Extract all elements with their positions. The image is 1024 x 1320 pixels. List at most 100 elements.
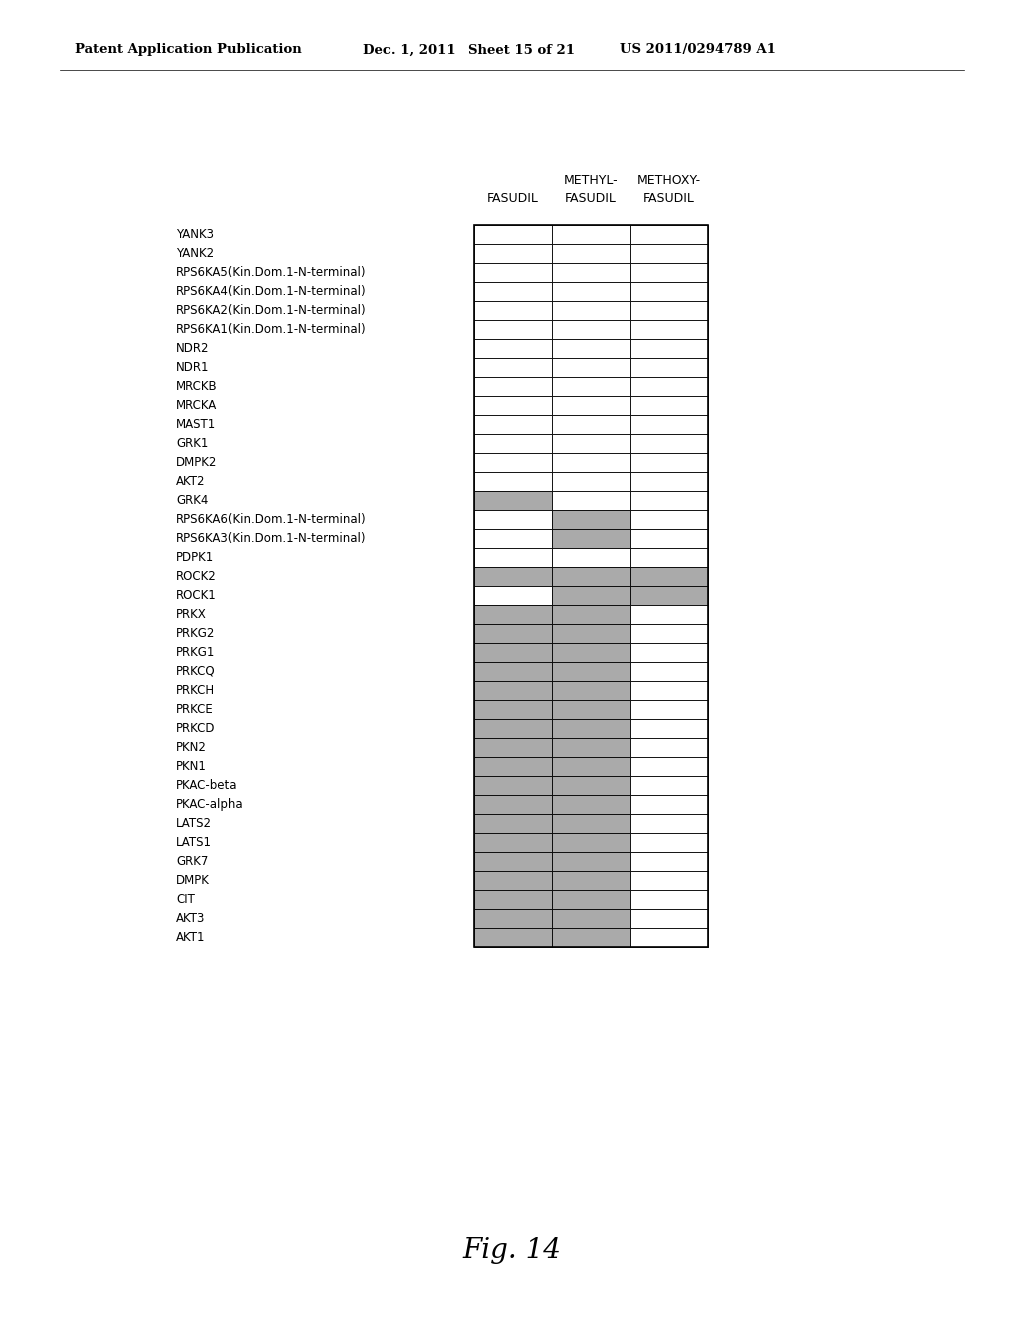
Bar [474,700,552,719]
Bar [474,358,552,378]
Bar [552,529,630,548]
Text: GRK4: GRK4 [176,494,208,507]
Text: AKT2: AKT2 [176,475,206,488]
Bar [474,833,552,851]
Bar [552,263,630,282]
Bar [552,851,630,871]
Bar [474,738,552,756]
Bar [552,453,630,473]
Bar [552,719,630,738]
Bar [474,568,552,586]
Bar [552,643,630,663]
Text: DMPK: DMPK [176,874,210,887]
Bar [552,738,630,756]
Bar [474,643,552,663]
Text: MRCKB: MRCKB [176,380,218,393]
Bar [474,510,552,529]
Bar [474,719,552,738]
Bar [630,282,708,301]
Text: METHOXY-: METHOXY- [637,173,701,186]
Text: FASUDIL: FASUDIL [643,191,695,205]
Text: YANK3: YANK3 [176,228,214,242]
Bar [552,756,630,776]
Bar [630,224,708,244]
Text: PRKG2: PRKG2 [176,627,215,640]
Bar [552,814,630,833]
Text: GRK1: GRK1 [176,437,208,450]
Text: PRKCH: PRKCH [176,684,215,697]
Text: PKN1: PKN1 [176,760,207,774]
Bar [630,510,708,529]
Text: Dec. 1, 2011: Dec. 1, 2011 [362,44,456,57]
Bar [552,624,630,643]
Bar [630,473,708,491]
Text: Patent Application Publication: Patent Application Publication [75,44,302,57]
Bar [630,378,708,396]
Bar [630,358,708,378]
Text: LATS2: LATS2 [176,817,212,830]
Bar [474,378,552,396]
Text: ROCK2: ROCK2 [176,570,217,583]
Bar [552,795,630,814]
Bar [552,319,630,339]
Text: MAST1: MAST1 [176,418,216,432]
Bar [630,529,708,548]
Bar [474,586,552,605]
Bar [552,339,630,358]
Text: NDR1: NDR1 [176,360,210,374]
Bar [552,871,630,890]
Text: LATS1: LATS1 [176,836,212,849]
Bar [552,434,630,453]
Bar [474,851,552,871]
Bar [552,491,630,510]
Bar [474,224,708,946]
Bar [474,529,552,548]
Text: PKAC-alpha: PKAC-alpha [176,799,244,810]
Bar [630,795,708,814]
Bar [474,756,552,776]
Bar [552,244,630,263]
Bar [552,510,630,529]
Bar [474,453,552,473]
Bar [552,928,630,946]
Bar [630,890,708,909]
Bar [552,396,630,414]
Bar [552,909,630,928]
Bar [474,909,552,928]
Bar [552,586,630,605]
Text: PRKCQ: PRKCQ [176,665,216,678]
Bar [474,263,552,282]
Bar [474,548,552,568]
Bar [630,339,708,358]
Bar [552,378,630,396]
Bar [552,224,630,244]
Bar [474,396,552,414]
Text: PKN2: PKN2 [176,741,207,754]
Bar [552,301,630,319]
Bar [552,473,630,491]
Bar [630,681,708,700]
Text: PRKCE: PRKCE [176,704,214,715]
Bar [630,643,708,663]
Text: AKT3: AKT3 [176,912,206,925]
Bar [630,909,708,928]
Text: AKT1: AKT1 [176,931,206,944]
Text: US 2011/0294789 A1: US 2011/0294789 A1 [620,44,776,57]
Bar [552,605,630,624]
Text: CIT: CIT [176,894,195,906]
Text: GRK7: GRK7 [176,855,208,869]
Bar [474,224,552,244]
Bar [630,928,708,946]
Bar [630,491,708,510]
Bar [630,319,708,339]
Text: Sheet 15 of 21: Sheet 15 of 21 [468,44,575,57]
Text: RPS6KA2(Kin.Dom.1-N-terminal): RPS6KA2(Kin.Dom.1-N-terminal) [176,304,367,317]
Text: NDR2: NDR2 [176,342,210,355]
Bar [630,700,708,719]
Text: ROCK1: ROCK1 [176,589,217,602]
Bar [630,396,708,414]
Bar [552,663,630,681]
Bar [552,548,630,568]
Bar [630,568,708,586]
Bar [474,319,552,339]
